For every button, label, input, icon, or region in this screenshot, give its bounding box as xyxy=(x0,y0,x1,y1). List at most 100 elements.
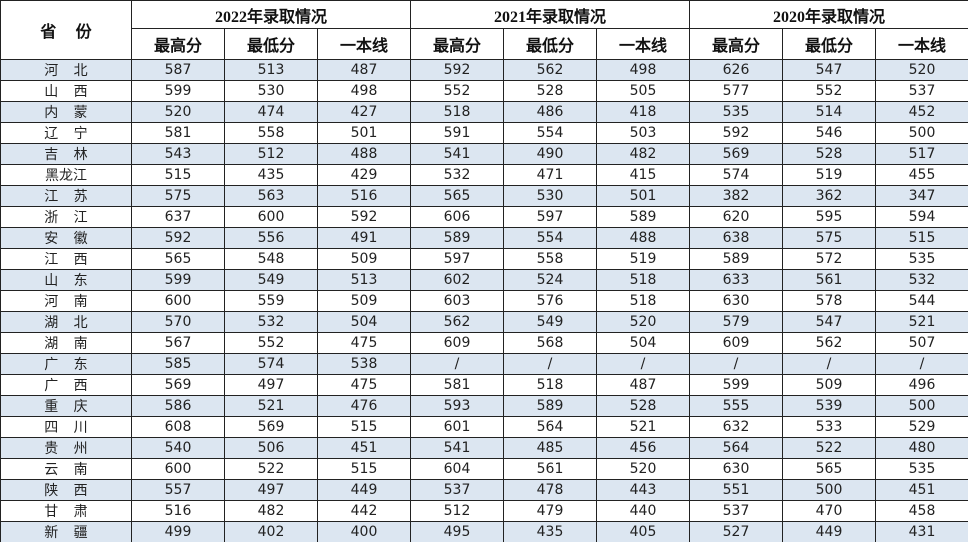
score-cell: 569 xyxy=(224,416,318,438)
score-cell: 487 xyxy=(317,59,411,81)
score-cell: 586 xyxy=(131,395,225,417)
score-cell: 638 xyxy=(689,227,783,249)
score-cell: 480 xyxy=(875,437,968,459)
table-row: 黑龙江 515 435 429 532 471 415 574 519 455 xyxy=(0,164,968,186)
score-cell: 540 xyxy=(131,437,225,459)
score-cell: / xyxy=(782,353,876,375)
column-header: 最低分 xyxy=(782,28,876,60)
column-header: 最高分 xyxy=(689,28,783,60)
score-cell: 500 xyxy=(875,395,968,417)
score-cell: 515 xyxy=(317,416,411,438)
score-cell: 575 xyxy=(131,185,225,207)
score-cell: 546 xyxy=(782,122,876,144)
score-cell: 532 xyxy=(875,269,968,291)
score-cell: 574 xyxy=(224,353,318,375)
column-header: 一本线 xyxy=(596,28,690,60)
score-cell: 503 xyxy=(596,122,690,144)
score-cell: 538 xyxy=(317,353,411,375)
score-cell: 633 xyxy=(689,269,783,291)
score-cell: 470 xyxy=(782,500,876,522)
table-row: 云南 600 522 515 604 561 520 630 565 535 xyxy=(0,458,968,480)
score-cell: / xyxy=(410,353,504,375)
table-row: 广东 585 574 538// / / / / xyxy=(0,353,968,375)
score-cell: 552 xyxy=(410,80,504,102)
table-row: 贵州 540 506 451 541 485 456 564 522 480 xyxy=(0,437,968,459)
score-cell: 537 xyxy=(875,80,968,102)
table-row: 重庆 586 521 476 593 589 528 555 539 500 xyxy=(0,395,968,417)
table-row: 广西 569 497 475 581 518 487 599 509 496 xyxy=(0,374,968,396)
score-cell: 518 xyxy=(410,101,504,123)
score-cell: 498 xyxy=(596,59,690,81)
score-cell: 431 xyxy=(875,521,968,542)
score-cell: 569 xyxy=(689,143,783,165)
score-cell: 552 xyxy=(224,332,318,354)
score-cell: 347 xyxy=(875,185,968,207)
score-cell: 551 xyxy=(689,479,783,501)
score-cell: 435 xyxy=(503,521,597,542)
score-cell: 520 xyxy=(875,59,968,81)
score-cell: 600 xyxy=(131,290,225,312)
score-cell: 402 xyxy=(224,521,318,542)
header-row: 省份 2022年录取情况 2021年录取情况 2020年录取情况 xyxy=(0,0,968,60)
score-cell: 518 xyxy=(503,374,597,396)
score-cell: 475 xyxy=(317,374,411,396)
score-cell: 570 xyxy=(131,311,225,333)
score-cell: 562 xyxy=(503,59,597,81)
score-cell: 576 xyxy=(503,290,597,312)
header-row: 最高分 最低分 一本线 最高分 最低分 一本线 最高分 最低分 一本线 xyxy=(1,28,968,60)
column-header: 一本线 xyxy=(875,28,968,60)
column-header: 最低分 xyxy=(503,28,597,60)
score-cell: 418 xyxy=(596,101,690,123)
province-cell: 吉林 xyxy=(0,143,132,165)
province-cell: 河南 xyxy=(0,290,132,312)
score-cell: 608 xyxy=(131,416,225,438)
score-cell: 451 xyxy=(875,479,968,501)
score-cell: 521 xyxy=(596,416,690,438)
table-row: 新疆 499 402 400 495 435 405 527 449 431 xyxy=(0,521,968,542)
province-cell: 甘肃 xyxy=(0,500,132,522)
score-cell: 517 xyxy=(875,143,968,165)
score-cell: 563 xyxy=(224,185,318,207)
score-cell: 577 xyxy=(689,80,783,102)
score-cell: 559 xyxy=(224,290,318,312)
score-cell: 535 xyxy=(875,248,968,270)
score-cell: 587 xyxy=(131,59,225,81)
score-cell: 554 xyxy=(503,122,597,144)
score-cell: 562 xyxy=(782,332,876,354)
province-cell: 湖南 xyxy=(0,332,132,354)
score-cell: 451 xyxy=(317,437,411,459)
score-cell: 579 xyxy=(689,311,783,333)
group-title: 2020年录取情况 xyxy=(689,0,968,29)
score-cell: 479 xyxy=(503,500,597,522)
score-cell: 604 xyxy=(410,458,504,480)
score-cell: 565 xyxy=(782,458,876,480)
column-header: 最低分 xyxy=(224,28,318,60)
score-cell: 513 xyxy=(224,59,318,81)
score-cell: 589 xyxy=(410,227,504,249)
score-cell: 599 xyxy=(131,80,225,102)
score-cell: 558 xyxy=(503,248,597,270)
score-cell: 521 xyxy=(875,311,968,333)
score-cell: 427 xyxy=(317,101,411,123)
score-cell: 589 xyxy=(689,248,783,270)
score-cell: 581 xyxy=(131,122,225,144)
table-row: 内蒙 520 474 427 518 486 418 535 514 452 xyxy=(0,101,968,123)
score-cell: 501 xyxy=(596,185,690,207)
score-cell: 528 xyxy=(596,395,690,417)
score-cell: 452 xyxy=(875,101,968,123)
score-cell: 554 xyxy=(503,227,597,249)
score-cell: 602 xyxy=(410,269,504,291)
score-cell: 515 xyxy=(131,164,225,186)
score-cell: 626 xyxy=(689,59,783,81)
score-cell: 535 xyxy=(875,458,968,480)
score-cell: 533 xyxy=(782,416,876,438)
score-cell: 512 xyxy=(224,143,318,165)
province-cell: 山东 xyxy=(0,269,132,291)
column-header: 一本线 xyxy=(317,28,411,60)
score-cell: 509 xyxy=(317,290,411,312)
score-cell: 487 xyxy=(596,374,690,396)
score-cell: 491 xyxy=(317,227,411,249)
column-header: 最高分 xyxy=(410,28,504,60)
score-cell: 504 xyxy=(596,332,690,354)
